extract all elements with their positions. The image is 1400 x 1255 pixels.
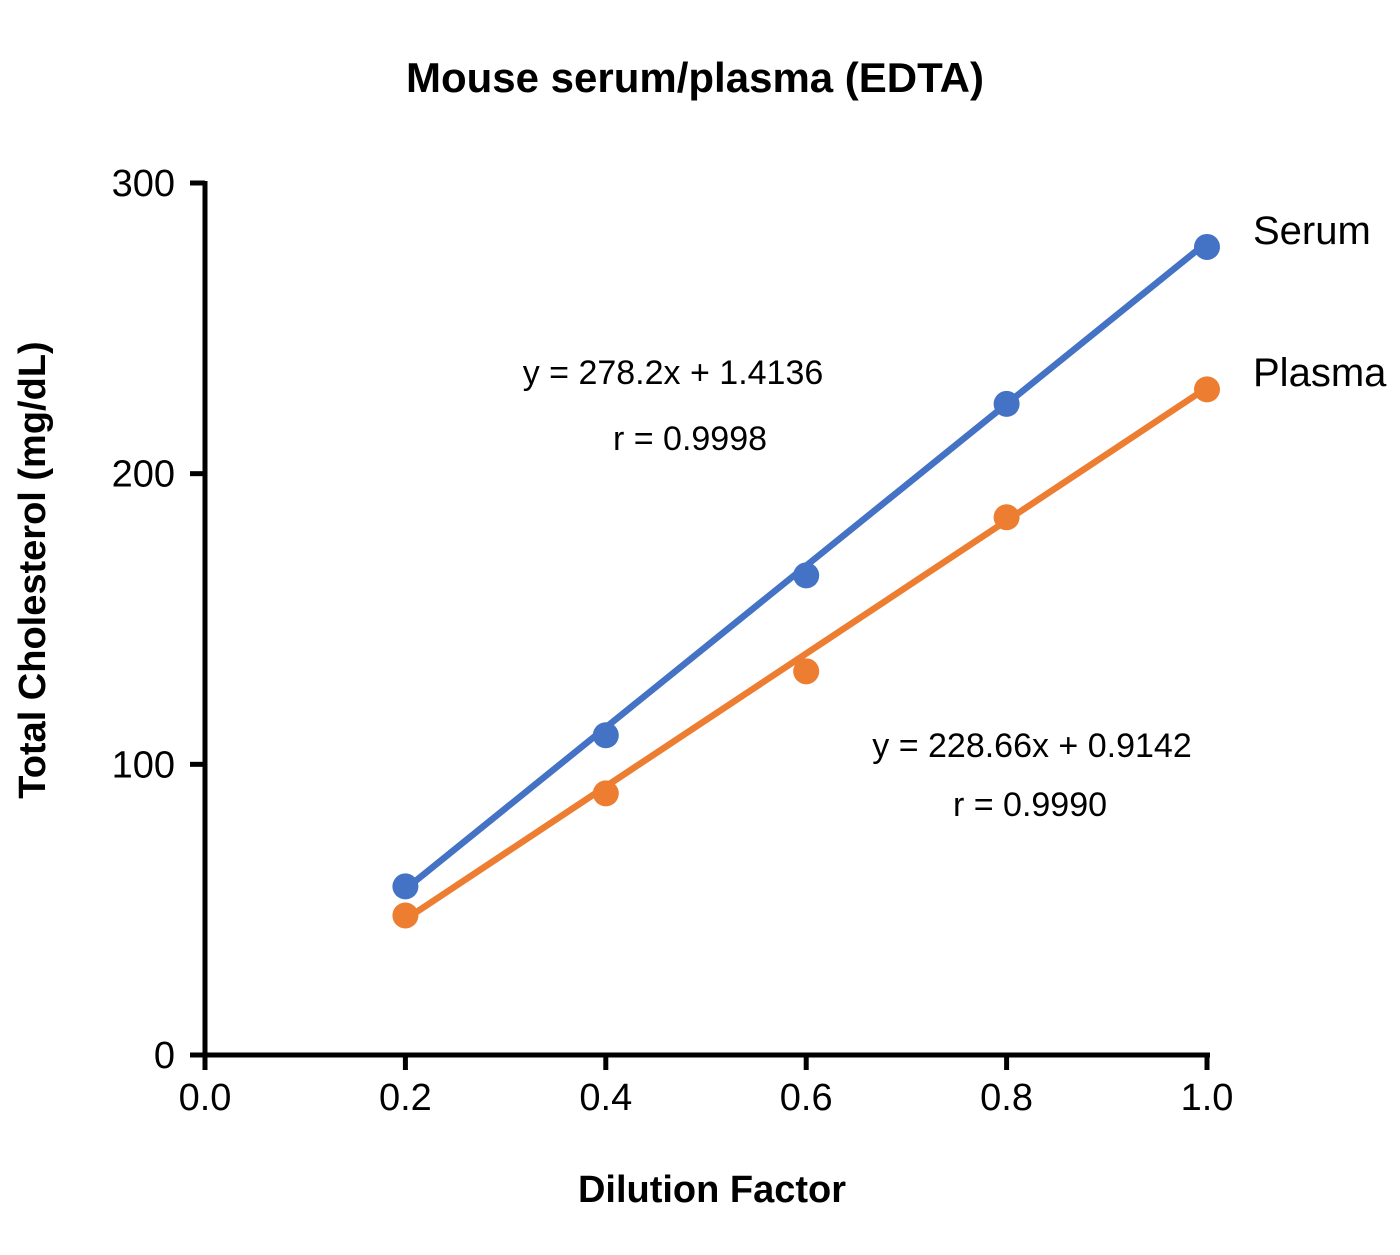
chart-title: Mouse serum/plasma (EDTA) — [406, 54, 984, 101]
serum-data-point — [993, 390, 1020, 417]
x-tick-label: 0.4 — [579, 1077, 632, 1119]
legend-label-serum: Serum — [1253, 209, 1371, 253]
y-tick-label: 0 — [154, 1035, 175, 1077]
plasma-equation-label: y = 228.66x + 0.9142 — [872, 727, 1191, 765]
x-axis-title: Dilution Factor — [578, 1169, 846, 1211]
x-tick-label: 0.0 — [179, 1077, 232, 1119]
x-tick-label: 0.2 — [379, 1077, 432, 1119]
x-tick-label: 0.6 — [780, 1077, 833, 1119]
y-tick-label: 300 — [112, 163, 175, 205]
axis-lines — [202, 181, 1210, 1058]
y-tick-label: 100 — [112, 744, 175, 786]
y-tick-label: 200 — [112, 454, 175, 496]
serum-data-point — [392, 873, 419, 900]
x-tick-label: 1.0 — [1181, 1077, 1234, 1119]
y-axis-title: Total Cholesterol (mg/dL) — [12, 341, 54, 798]
data-series — [392, 233, 1220, 929]
serum-r-label: r = 0.9998 — [613, 420, 767, 458]
serum-equation-label: y = 278.2x + 1.4136 — [523, 354, 824, 392]
serum-data-point — [1194, 233, 1220, 260]
serum-data-point — [592, 722, 619, 749]
plasma-data-point — [793, 658, 820, 685]
x-tick-label: 0.8 — [980, 1077, 1033, 1119]
axes: 0 100 200 300 0.0 0.2 0.4 0.6 0.8 1.0 — [112, 163, 1234, 1119]
legend-label-plasma: Plasma — [1253, 351, 1387, 395]
plasma-trendline — [402, 384, 1211, 923]
plasma-data-point — [993, 504, 1020, 531]
plasma-r-label: r = 0.9990 — [953, 786, 1107, 824]
plasma-data-point — [1194, 376, 1220, 403]
plasma-data-point — [392, 902, 419, 929]
serum-data-point — [793, 562, 820, 589]
plasma-data-point — [592, 780, 619, 807]
